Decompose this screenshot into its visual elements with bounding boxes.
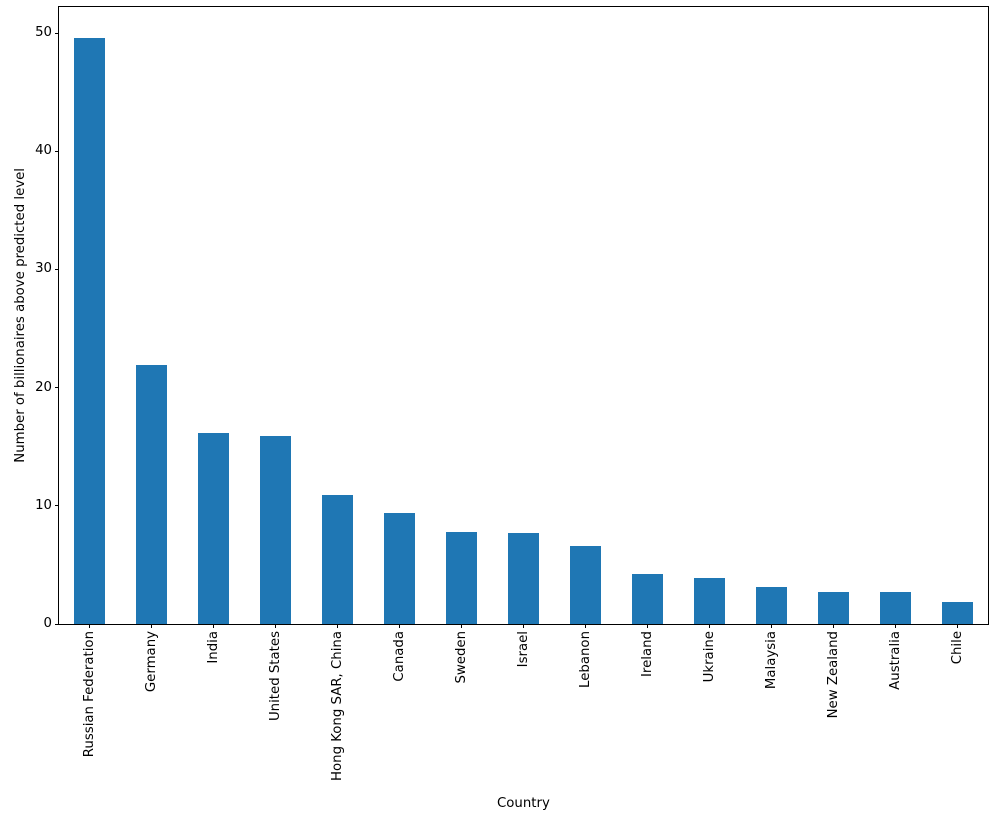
bar	[446, 531, 478, 624]
x-tick-mark	[337, 624, 339, 628]
x-tick-label: Malaysia	[763, 631, 779, 690]
y-tick-mark	[55, 268, 59, 270]
x-tick-label: Israel	[516, 631, 531, 668]
y-tick-mark	[55, 150, 59, 152]
x-tick-mark	[770, 624, 772, 628]
bar	[569, 545, 601, 624]
x-tick-mark	[399, 624, 401, 628]
x-tick-mark	[213, 624, 215, 628]
x-tick-mark	[832, 624, 834, 628]
x-tick-label: New Zealand	[825, 631, 841, 719]
x-tick-label: Australia	[887, 631, 903, 690]
y-tick-mark	[55, 505, 59, 507]
x-tick-label: Sweden	[454, 631, 470, 684]
x-tick-mark	[894, 624, 896, 628]
y-tick-label: 0	[43, 616, 52, 631]
x-tick-mark	[523, 624, 524, 628]
x-tick-label: Canada	[392, 631, 408, 682]
x-tick-label: Russian Federation	[82, 631, 98, 758]
x-tick-mark	[461, 624, 463, 628]
y-tick-label: 40	[35, 143, 52, 159]
x-tick-label: Chile	[949, 631, 965, 665]
x-tick-label: Germany	[144, 631, 160, 693]
x-tick-mark	[708, 624, 710, 628]
bar	[74, 37, 106, 624]
bar	[508, 532, 539, 624]
x-tick-label: United States	[268, 631, 284, 722]
bar	[755, 587, 787, 624]
y-tick-mark	[55, 387, 59, 389]
y-tick-label: 30	[35, 261, 52, 277]
x-tick-mark	[646, 624, 648, 628]
x-tick-label: India	[206, 631, 222, 664]
bar	[941, 601, 973, 624]
bar	[260, 436, 292, 624]
x-tick-mark	[584, 624, 586, 628]
x-axis-label: Country	[497, 796, 550, 811]
bar	[198, 432, 230, 624]
y-tick-label: 10	[35, 497, 52, 513]
bar	[879, 592, 911, 624]
bar	[693, 577, 725, 624]
x-tick-mark	[956, 624, 958, 628]
bar	[817, 592, 849, 624]
bar	[136, 365, 168, 624]
y-tick-mark	[55, 623, 59, 625]
bar	[631, 574, 663, 624]
y-tick-mark	[55, 32, 59, 34]
x-tick-label: Lebanon	[577, 631, 593, 688]
x-tick-label: Hong Kong SAR, China	[330, 631, 346, 781]
x-tick-label: Ireland	[639, 631, 655, 677]
x-tick-mark	[275, 624, 277, 628]
bar	[384, 512, 416, 624]
y-axis-label: Number of billionaires above predicted l…	[13, 168, 28, 463]
x-tick-mark	[89, 624, 91, 628]
bar	[322, 495, 354, 624]
x-tick-label: Ukraine	[701, 631, 717, 683]
y-tick-label: 50	[35, 25, 52, 40]
y-tick-label: 20	[35, 379, 52, 395]
x-tick-mark	[151, 624, 153, 628]
